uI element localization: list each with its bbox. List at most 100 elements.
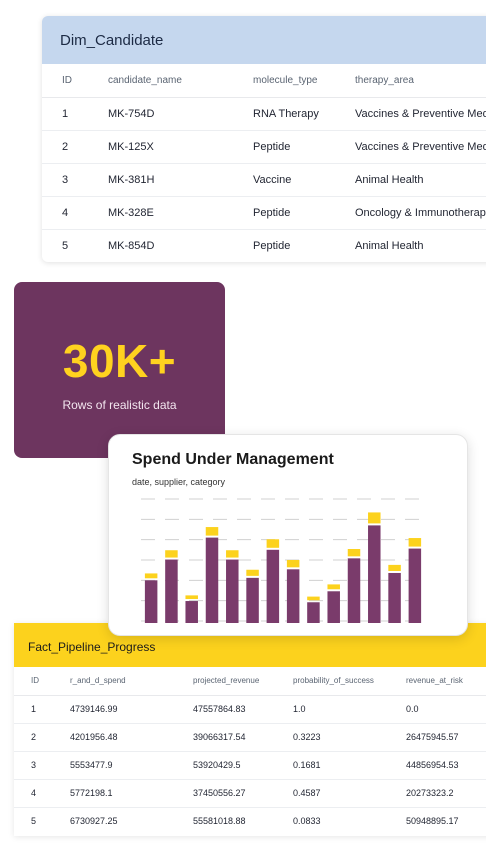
chart-bar[interactable] <box>368 525 381 623</box>
cell-id: 3 <box>14 751 70 780</box>
candidate-table-card: Dim_Candidate ID candidate_name molecule… <box>42 16 486 262</box>
chart-bar-cap <box>266 539 280 548</box>
table-row[interactable]: 3 5553477.9 53920429.5 0.1681 44856954.5… <box>14 751 486 780</box>
column-header-id[interactable]: ID <box>42 64 108 98</box>
cell-id: 5 <box>62 239 69 252</box>
cell-candidate-name: MK-125X <box>108 130 253 164</box>
cell-revenue-at-risk: 44856954.53 <box>406 751 486 780</box>
column-header-therapy-area[interactable]: therapy_area <box>355 64 486 98</box>
chart-bar-cap <box>226 550 239 558</box>
chart-subtitle: date, supplier, category <box>132 477 226 487</box>
chart-bar[interactable] <box>286 569 300 623</box>
stat-label: Rows of realistic data <box>62 398 177 412</box>
candidate-table: ID candidate_name molecule_type therapy_… <box>42 64 486 262</box>
cell-therapy-area: Animal Health <box>355 239 424 252</box>
chart-bar-cap <box>368 512 381 524</box>
chart-bar-cap <box>165 550 178 558</box>
cell-molecule-type: Vaccine <box>253 163 355 197</box>
column-header-probability-of-success[interactable]: probability_of_success <box>293 667 406 696</box>
chart-bar[interactable] <box>185 601 198 623</box>
cell-molecule-type: RNA Therapy <box>253 97 355 131</box>
chart-bar[interactable] <box>327 591 340 623</box>
cell-probability-of-success: 0.1681 <box>293 751 406 780</box>
chart-bar[interactable] <box>226 559 239 623</box>
chart-bar-cap <box>347 549 361 557</box>
cell-candidate-name: MK-381H <box>108 163 253 197</box>
cell-id: 4 <box>14 779 70 808</box>
table-header-row: ID r_and_d_spend projected_revenue proba… <box>14 667 486 696</box>
table-row[interactable]: 3 MK-381H Vaccine Animal Health <box>42 163 486 197</box>
column-header-revenue-at-risk[interactable]: revenue_at_risk <box>406 667 486 696</box>
table-row[interactable]: 1 4739146.99 47557864.83 1.0 0.0 <box>14 695 486 724</box>
table-row[interactable]: 4 5772198.1 37450556.27 0.4587 20273323.… <box>14 779 486 808</box>
cell-r-and-d-spend: 4739146.99 <box>70 695 193 724</box>
table-row[interactable]: 2 4201956.48 39066317.54 0.3223 26475945… <box>14 723 486 752</box>
table-row[interactable]: 5 MK-854D Peptide Animal Health <box>42 229 486 262</box>
stat-card: 30K+ Rows of realistic data <box>14 282 225 458</box>
chart-bar-cap <box>388 564 401 571</box>
table-row[interactable]: 5 6730927.25 55581018.88 0.0833 50948895… <box>14 807 486 835</box>
cell-revenue-at-risk: 26475945.57 <box>406 723 486 752</box>
cell-projected-revenue: 37450556.27 <box>193 779 293 808</box>
table-row[interactable]: 1 MK-754D RNA Therapy Vaccines & Prevent… <box>42 97 486 131</box>
cell-r-and-d-spend: 6730927.25 <box>70 816 118 827</box>
cell-r-and-d-spend: 5772198.1 <box>70 779 193 808</box>
chart-bar-cap <box>185 595 198 600</box>
cell-probability-of-success: 0.4587 <box>293 779 406 808</box>
table-row[interactable]: 4 MK-328E Peptide Oncology & Immunothera… <box>42 196 486 230</box>
chart-bar-cap <box>408 538 422 547</box>
cell-id: 1 <box>42 97 108 131</box>
cell-id: 2 <box>42 130 108 164</box>
chart-bar[interactable] <box>266 549 280 623</box>
cell-id: 5 <box>31 816 37 827</box>
chart-bar-cap <box>286 560 300 568</box>
chart-bar[interactable] <box>347 558 361 623</box>
chart-bar-cap <box>205 527 219 536</box>
chart-title: Spend Under Management <box>132 451 334 468</box>
cell-revenue-at-risk: 20273323.2 <box>406 779 486 808</box>
cell-molecule-type: Peptide <box>253 239 291 252</box>
cell-probability-of-success: 0.0833 <box>293 816 321 827</box>
cell-candidate-name: MK-854D <box>108 239 155 252</box>
stat-value: 30K+ <box>62 335 177 387</box>
column-header-molecule-type[interactable]: molecule_type <box>253 64 355 98</box>
cell-projected-revenue: 39066317.54 <box>193 723 293 752</box>
chart-bar[interactable] <box>307 602 320 623</box>
cell-id: 1 <box>14 695 70 724</box>
chart-bar[interactable] <box>246 577 259 623</box>
cell-probability-of-success: 1.0 <box>293 695 406 724</box>
chart-bar[interactable] <box>408 548 422 623</box>
cell-id: 2 <box>14 723 70 752</box>
column-header-r-and-d-spend[interactable]: r_and_d_spend <box>70 667 193 696</box>
chart-bar[interactable] <box>165 559 178 623</box>
chart-bar-cap <box>246 569 259 576</box>
table-row[interactable]: 2 MK-125X Peptide Vaccines & Preventive … <box>42 130 486 164</box>
chart-bar[interactable] <box>144 580 158 623</box>
cell-id: 4 <box>42 196 108 230</box>
cell-molecule-type: Peptide <box>253 196 355 230</box>
pipeline-table: ID r_and_d_spend projected_revenue proba… <box>14 667 486 835</box>
cell-therapy-area: Animal Health <box>355 163 486 197</box>
chart-bar-cap <box>327 584 340 590</box>
chart-bar-cap <box>307 596 320 601</box>
column-header-projected-revenue[interactable]: projected_revenue <box>193 667 293 696</box>
cell-projected-revenue: 55581018.88 <box>193 816 246 827</box>
candidate-table-title: Dim_Candidate <box>42 16 486 64</box>
cell-projected-revenue: 53920429.5 <box>193 751 293 780</box>
column-header-id[interactable]: ID <box>14 667 70 696</box>
cell-candidate-name: MK-754D <box>108 97 253 131</box>
pipeline-table-card: Fact_Pipeline_Progress ID r_and_d_spend … <box>14 623 486 836</box>
cell-therapy-area: Vaccines & Preventive Medicine <box>355 130 486 164</box>
cell-id: 3 <box>42 163 108 197</box>
chart-bar[interactable] <box>388 572 401 623</box>
table-header-row: ID candidate_name molecule_type therapy_… <box>42 64 486 98</box>
bar-chart <box>141 498 425 623</box>
cell-r-and-d-spend: 4201956.48 <box>70 723 193 752</box>
cell-candidate-name: MK-328E <box>108 196 253 230</box>
chart-bar[interactable] <box>205 537 219 623</box>
chart-bar-cap <box>144 573 158 579</box>
cell-revenue-at-risk: 0.0 <box>406 695 486 724</box>
column-header-candidate-name[interactable]: candidate_name <box>108 64 253 98</box>
chart-card: Spend Under Management date, supplier, c… <box>108 434 468 636</box>
cell-r-and-d-spend: 5553477.9 <box>70 751 193 780</box>
